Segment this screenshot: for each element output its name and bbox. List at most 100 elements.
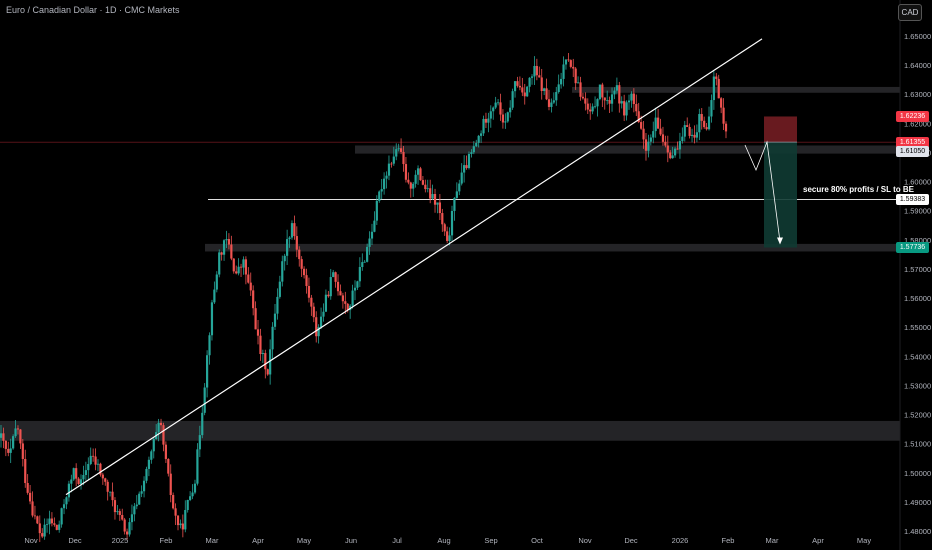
trendline xyxy=(65,38,763,496)
candle-body xyxy=(477,135,480,143)
candle-body xyxy=(169,473,172,496)
candle-body xyxy=(538,75,541,78)
candle-body xyxy=(36,516,39,524)
candle-body xyxy=(193,483,197,493)
candle-body xyxy=(669,152,672,159)
projection-path xyxy=(744,140,781,242)
y-tick-label: 1.55000 xyxy=(904,323,931,332)
candle-body xyxy=(12,436,15,449)
candle-body xyxy=(128,522,131,535)
candle-body xyxy=(87,464,90,471)
candle-body xyxy=(547,99,551,107)
candle-body xyxy=(470,152,473,154)
candle-body xyxy=(615,85,618,91)
candle-body xyxy=(627,100,631,103)
candle-body xyxy=(586,103,589,110)
candle-body xyxy=(637,111,640,123)
candle-body xyxy=(717,78,720,99)
candle-body xyxy=(125,531,129,535)
candle-body xyxy=(623,101,626,116)
candle-body xyxy=(67,483,70,498)
candle-body xyxy=(198,435,201,450)
projection-arrowhead xyxy=(777,237,783,245)
candle-body xyxy=(591,106,594,112)
candle-body xyxy=(38,523,41,534)
x-tick-label: Apr xyxy=(252,536,264,545)
candle-body xyxy=(104,478,107,482)
candle-body xyxy=(41,533,44,537)
x-tick-label: Nov xyxy=(578,536,592,545)
candle-body xyxy=(140,491,143,494)
price-label-badge: 1.62236 xyxy=(896,110,929,122)
candle-body xyxy=(84,470,87,475)
candle-body xyxy=(208,335,211,356)
candle-body xyxy=(152,439,155,452)
candle-body xyxy=(215,274,218,290)
candle-body xyxy=(319,316,323,328)
candle-body xyxy=(159,422,163,426)
candle-body xyxy=(7,448,10,453)
candle-body xyxy=(368,238,371,247)
candle-body xyxy=(647,141,650,151)
candle-body xyxy=(487,118,490,123)
candle-body xyxy=(467,153,471,169)
candle-body xyxy=(179,523,182,526)
candle-body xyxy=(632,93,635,105)
candle-body xyxy=(19,429,22,444)
candle-body xyxy=(43,524,46,537)
candle-body xyxy=(300,259,303,269)
y-tick-label: 1.62000 xyxy=(904,119,931,128)
candle-body xyxy=(60,508,63,525)
candle-body xyxy=(533,65,536,77)
candle-body xyxy=(472,146,475,153)
candle-body xyxy=(99,463,102,475)
candle-body xyxy=(375,200,378,221)
candle-body xyxy=(446,231,449,242)
currency-button[interactable]: CAD xyxy=(898,4,922,21)
candle-body xyxy=(448,235,451,242)
y-tick-label: 1.52000 xyxy=(904,411,931,420)
candle-body xyxy=(315,317,318,337)
candle-body xyxy=(150,451,153,460)
symbol-title[interactable]: Euro / Canadian Dollar · 1D · CMC Market… xyxy=(6,5,180,15)
candle-body xyxy=(635,104,638,112)
candle-body xyxy=(421,180,425,185)
candle-body xyxy=(24,458,27,483)
candle-body xyxy=(239,266,243,268)
candle-body xyxy=(603,97,606,101)
x-tick-label: May xyxy=(857,536,871,545)
candle-body xyxy=(584,98,587,104)
candle-body xyxy=(707,116,711,130)
candle-body xyxy=(302,268,306,276)
candle-body xyxy=(450,210,454,236)
candle-body xyxy=(138,493,141,505)
candle-body xyxy=(397,148,400,150)
candle-body xyxy=(206,355,209,388)
candle-body xyxy=(574,68,577,84)
candle-body xyxy=(181,523,184,530)
candle-body xyxy=(598,84,602,100)
candle-body xyxy=(530,76,534,78)
candle-body xyxy=(191,492,194,497)
candle-body xyxy=(414,174,417,184)
y-tick-label: 1.48000 xyxy=(904,527,931,536)
candle-body xyxy=(511,91,514,108)
candle-body xyxy=(654,117,657,132)
candle-body xyxy=(157,422,160,433)
candle-body xyxy=(659,128,662,135)
candle-body xyxy=(356,281,359,288)
candle-body xyxy=(395,149,398,157)
candle-body xyxy=(242,259,245,268)
candle-body xyxy=(443,224,446,232)
candle-body xyxy=(484,118,488,123)
candle-body xyxy=(65,497,68,505)
candle-body xyxy=(572,66,575,69)
candle-body xyxy=(366,246,369,262)
candle-body xyxy=(89,455,92,465)
candle-body xyxy=(560,78,563,85)
candle-body xyxy=(433,194,437,205)
candle-body xyxy=(9,448,12,453)
candle-body xyxy=(506,112,509,122)
candle-body xyxy=(712,76,715,101)
